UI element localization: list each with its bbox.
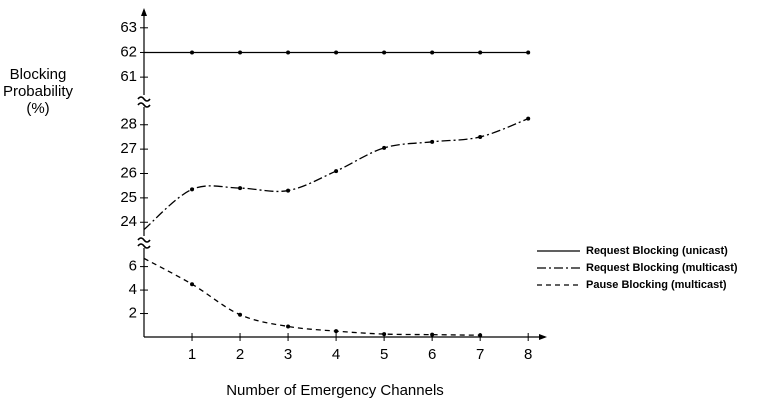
y-tick-label: 25: [120, 189, 137, 206]
axis-break: [137, 96, 151, 102]
x-tick-label: 6: [428, 346, 436, 363]
data-point: [286, 188, 291, 193]
data-point: [190, 187, 195, 192]
axis-break: [137, 102, 151, 108]
legend-label: Request Blocking (unicast): [586, 245, 728, 257]
axis-break: [137, 243, 151, 249]
y-tick-label: 62: [120, 43, 137, 60]
data-point: [430, 139, 435, 144]
data-point: [334, 329, 339, 334]
data-point: [478, 134, 483, 139]
data-point: [238, 312, 243, 317]
data-point: [430, 50, 435, 55]
y-axis-label: Probability: [3, 83, 74, 100]
y-axis-arrow: [141, 8, 147, 16]
x-tick-label: 7: [476, 346, 484, 363]
data-point: [382, 145, 387, 150]
y-tick-label: 6: [129, 258, 137, 275]
data-point: [334, 50, 339, 55]
legend-label: Request Blocking (multicast): [586, 262, 738, 274]
series-line: [143, 118, 529, 231]
data-point: [238, 186, 243, 191]
data-point: [382, 332, 387, 337]
legend-label: Pause Blocking (multicast): [586, 279, 727, 291]
data-point: [478, 50, 483, 55]
data-point: [430, 332, 435, 337]
y-tick-label: 28: [120, 116, 137, 133]
x-tick-label: 4: [332, 346, 340, 363]
y-axis-label: (%): [26, 100, 49, 117]
data-point: [478, 333, 483, 338]
y-axis-label: Blocking: [10, 66, 67, 83]
y-tick-label: 2: [129, 305, 137, 322]
data-point: [190, 50, 195, 55]
x-tick-label: 5: [380, 346, 388, 363]
axis-break: [137, 237, 151, 243]
series-line: [143, 257, 481, 336]
y-tick-label: 27: [120, 140, 137, 157]
y-tick-label: 26: [120, 164, 137, 181]
data-point: [526, 116, 531, 121]
x-tick-label: 8: [524, 346, 532, 363]
data-point: [382, 50, 387, 55]
y-tick-label: 24: [120, 213, 137, 230]
data-point: [190, 282, 195, 287]
y-tick-label: 4: [129, 281, 137, 298]
x-axis-arrow: [539, 334, 547, 340]
x-axis-label: Number of Emergency Channels: [226, 382, 444, 399]
data-point: [526, 50, 531, 55]
y-tick-label: 61: [120, 68, 137, 85]
data-point: [286, 324, 291, 329]
data-point: [286, 50, 291, 55]
x-tick-label: 1: [188, 346, 196, 363]
data-point: [334, 169, 339, 174]
y-tick-label: 63: [120, 19, 137, 36]
axis-break-gap: [138, 95, 150, 107]
x-tick-label: 3: [284, 346, 292, 363]
data-point: [238, 50, 243, 55]
axis-break-gap: [138, 236, 150, 248]
x-tick-label: 2: [236, 346, 244, 363]
